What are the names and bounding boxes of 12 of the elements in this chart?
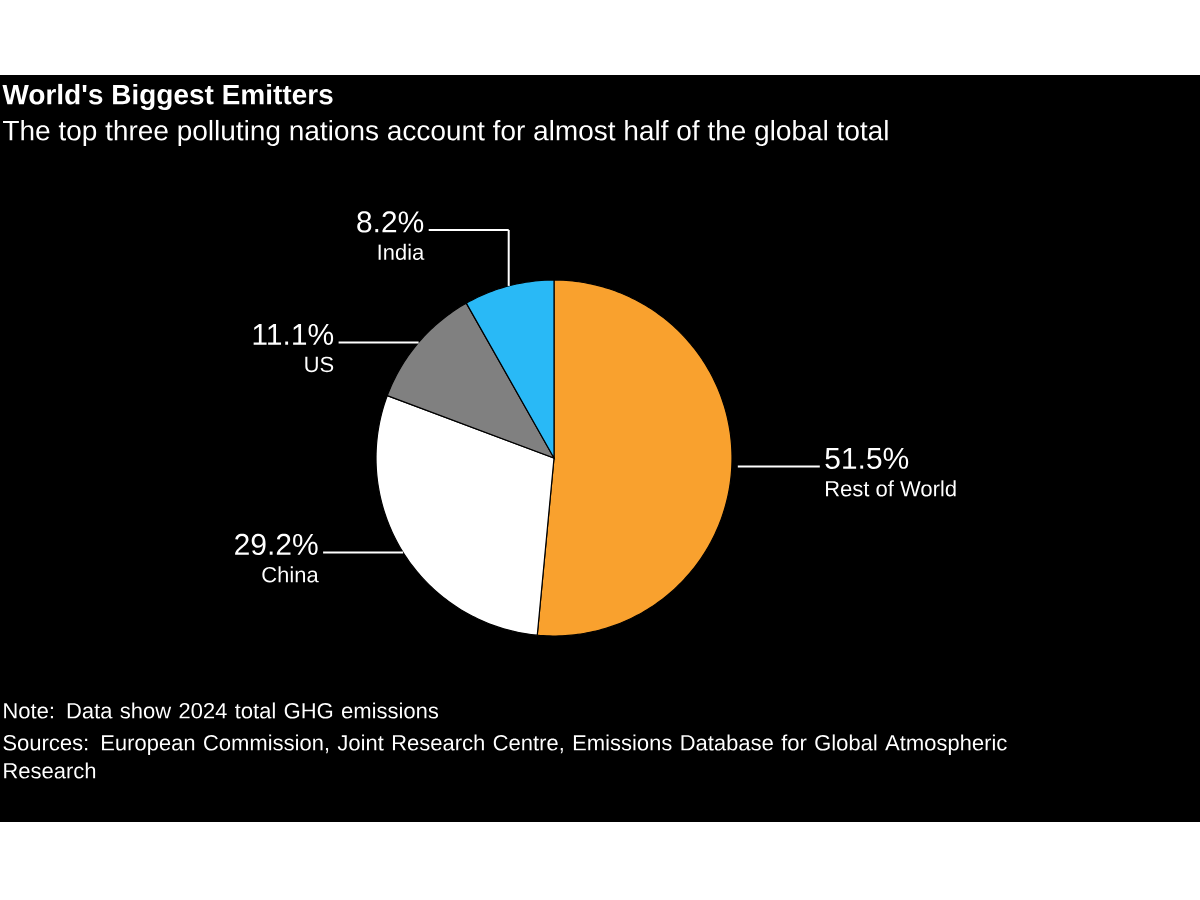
data-label: 11.1%: [253, 323, 334, 345]
slice-label: India: [378, 243, 425, 260]
data-label: 8.2%: [357, 211, 424, 233]
slice-label: US: [305, 356, 334, 373]
slice-label: China: [262, 566, 319, 583]
chart-subtitle: The top three polluting nations account for almost half of the global total: [3, 119, 888, 147]
data-label: 29.2%: [235, 533, 318, 556]
slice-label: Rest of World: [826, 480, 956, 497]
text: Note: Data show 2024 total GHG emissions: [4, 702, 439, 719]
chart-title: World's Biggest Emitters: [2, 83, 333, 111]
data-label: 51.5%: [825, 447, 909, 469]
source-note: Sources: European Commission, Joint Research Centre, Emissions Database for Global Atmospheric Research: [3, 734, 1007, 779]
